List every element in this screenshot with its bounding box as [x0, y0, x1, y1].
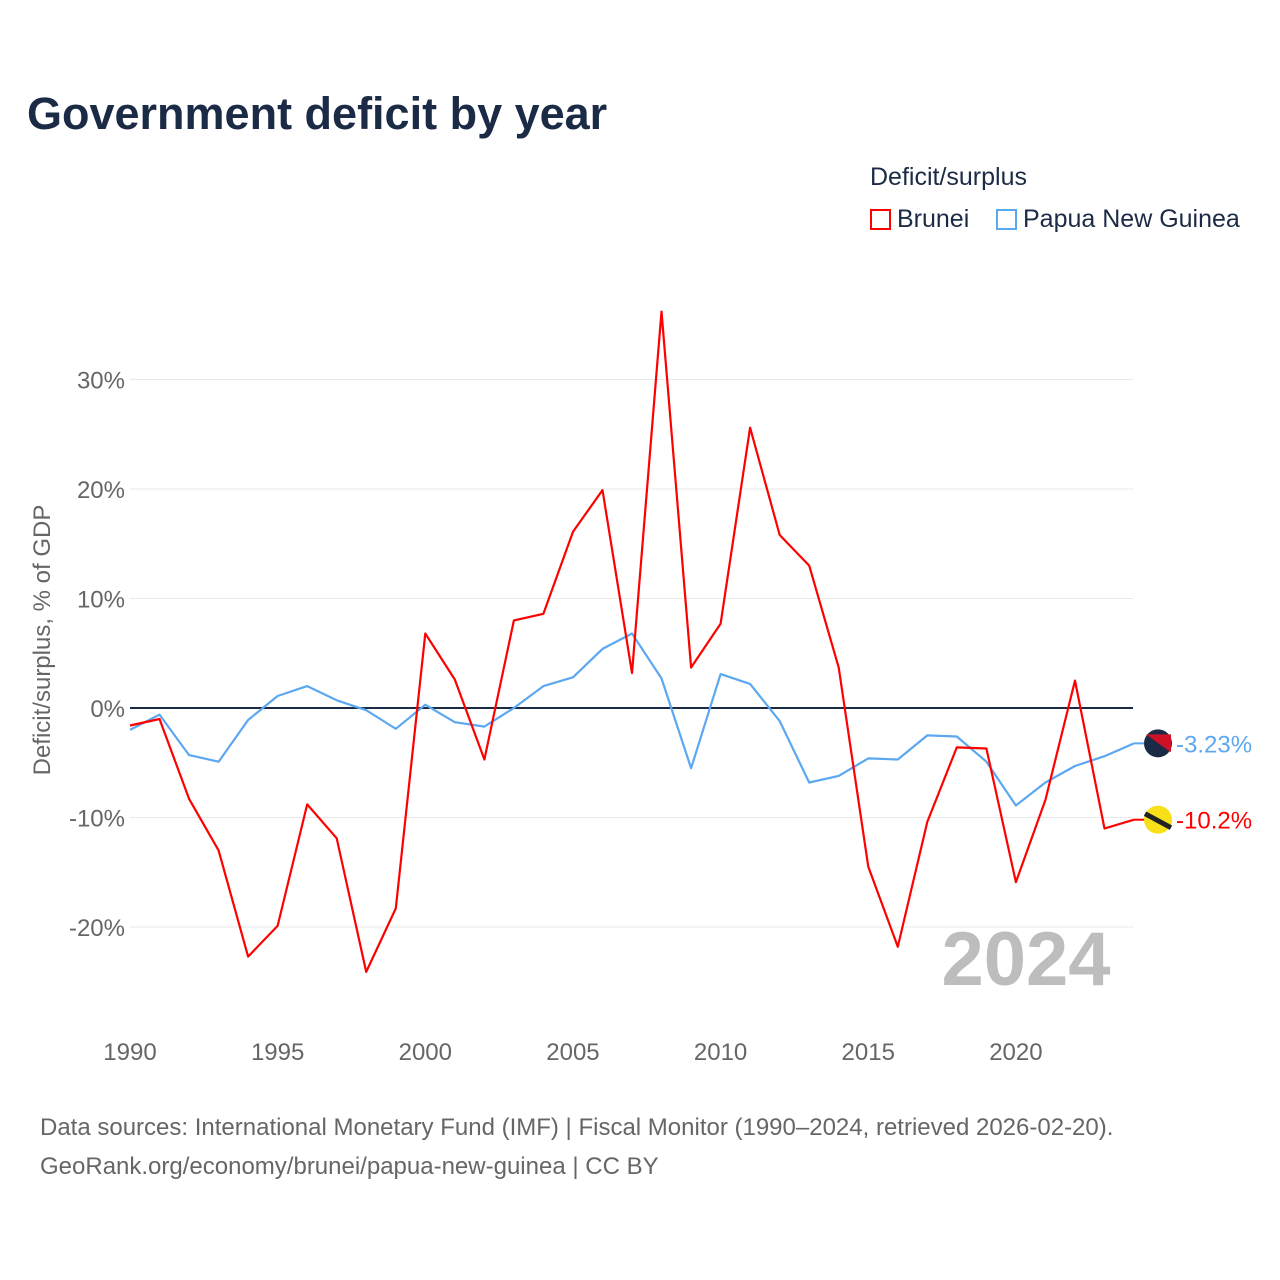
y-tick-label: 0%	[90, 696, 125, 723]
end-value-label: -3.23%	[1176, 731, 1252, 758]
series-line-papua-new-guinea	[129, 632, 1135, 807]
y-tick-label: -10%	[69, 806, 125, 833]
x-tick-label: 2000	[399, 1039, 452, 1066]
legend-title: Deficit/surplus	[870, 163, 1027, 191]
x-tick-label: 2005	[546, 1039, 599, 1066]
flag-half	[1146, 734, 1171, 753]
x-tick-label: 2020	[989, 1039, 1042, 1066]
legend-swatch-brunei	[870, 209, 891, 230]
y-tick-label: 20%	[77, 477, 125, 504]
x-tick-label: 1995	[251, 1039, 304, 1066]
source-link[interactable]: GeoRank.org/economy/brunei/papua-new-gui…	[40, 1153, 659, 1180]
x-tick-label: 2015	[842, 1039, 895, 1066]
legend-swatch-png	[996, 209, 1017, 230]
y-axis-label: Deficit/surplus, % of GDP	[29, 505, 56, 776]
data-sources: Data sources: International Monetary Fun…	[40, 1114, 1114, 1141]
footer: Data sources: International Monetary Fun…	[40, 1108, 1113, 1186]
y-tick-label: 10%	[77, 587, 125, 614]
x-tick-label: 2010	[694, 1039, 747, 1066]
year-watermark: 2024	[941, 917, 1110, 1002]
end-value-label: -10.2%	[1176, 808, 1252, 835]
flag-stripe	[1143, 811, 1173, 830]
chart-title: Government deficit by year	[27, 88, 608, 139]
legend-item-papua-new-guinea[interactable]: Papua New Guinea	[996, 205, 1240, 234]
legend-item-brunei[interactable]: Brunei	[870, 205, 969, 234]
legend-label: Papua New Guinea	[1023, 205, 1240, 233]
legend-label: Brunei	[897, 205, 970, 233]
x-tick-label: 1990	[103, 1039, 156, 1066]
y-tick-label: 30%	[77, 368, 125, 395]
y-tick-label: -20%	[69, 915, 125, 942]
series-line-brunei	[129, 310, 1135, 974]
